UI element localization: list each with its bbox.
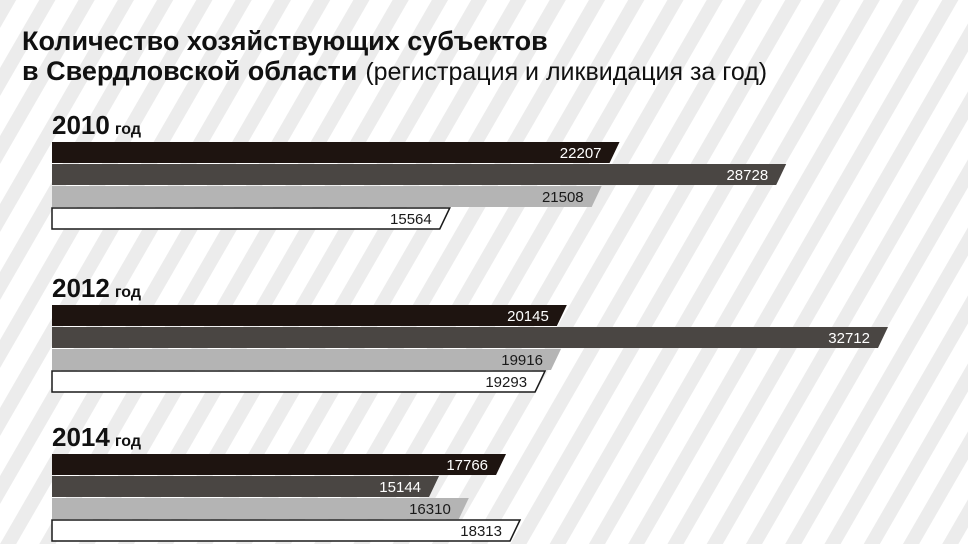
chart-subtitle: (регистрация и ликвидация за год)	[365, 58, 767, 86]
bar	[52, 498, 469, 519]
bar	[51, 370, 547, 393]
bar	[52, 454, 507, 475]
bar	[52, 327, 888, 348]
value-label: 28728	[726, 167, 768, 184]
value-label: 18313	[460, 523, 502, 540]
group-label-part: год	[115, 121, 141, 138]
chart-title: в Свердловской области	[22, 56, 357, 86]
bar	[51, 519, 522, 542]
group-label-part: 2012	[52, 273, 110, 303]
group-label: 2010 год	[52, 110, 141, 140]
chart-title: Количество хозяйствующих субъектов	[22, 26, 548, 56]
bar	[52, 476, 440, 497]
bar	[52, 186, 602, 207]
value-label: 19293	[485, 374, 527, 391]
group-label-part: 2010	[52, 110, 110, 140]
group-label-part: год	[115, 433, 141, 450]
value-label: 22207	[560, 145, 602, 162]
bar	[52, 349, 561, 370]
group-label: 2012 год	[52, 273, 141, 303]
bar	[52, 142, 620, 163]
value-label: 20145	[507, 308, 549, 325]
value-label: 32712	[828, 330, 870, 347]
value-label: 17766	[446, 457, 488, 474]
value-label: 19916	[501, 352, 543, 369]
value-label: 15144	[379, 479, 421, 496]
chart-title-line: в Свердловской области (регистрация и лик…	[22, 56, 767, 86]
bar	[52, 305, 567, 326]
value-label: 21508	[542, 189, 584, 206]
group-label-part: год	[115, 284, 141, 301]
group-label-part: 2014	[52, 422, 110, 452]
value-label: 16310	[409, 501, 451, 518]
bar	[52, 164, 787, 185]
value-label: 15564	[390, 211, 432, 228]
bar	[51, 207, 451, 230]
group-label: 2014 год	[52, 422, 141, 452]
